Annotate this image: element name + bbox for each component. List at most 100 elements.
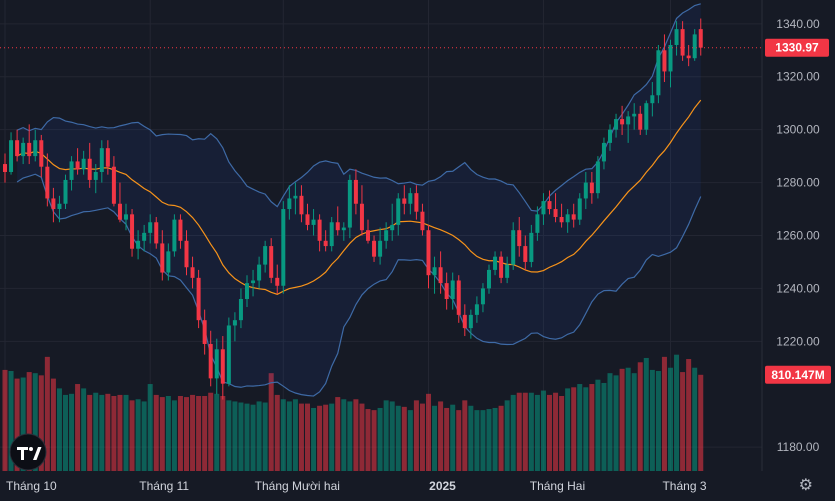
candle-body[interactable] xyxy=(9,140,14,172)
tradingview-logo[interactable] xyxy=(9,433,47,471)
candle-body[interactable] xyxy=(499,256,504,278)
candle-body[interactable] xyxy=(680,29,685,56)
candle-body[interactable] xyxy=(535,214,540,233)
candle-body[interactable] xyxy=(529,232,534,262)
candle-body[interactable] xyxy=(366,230,370,241)
candle-body[interactable] xyxy=(656,50,661,96)
candle-body[interactable] xyxy=(450,280,455,300)
candle-body[interactable] xyxy=(595,161,600,194)
candle-body[interactable] xyxy=(674,29,679,45)
candle-body[interactable] xyxy=(553,209,558,217)
candle-body[interactable] xyxy=(293,195,298,199)
candle-body[interactable] xyxy=(39,140,44,167)
candle-body[interactable] xyxy=(620,119,625,125)
candle-body[interactable] xyxy=(583,182,588,199)
candle-body[interactable] xyxy=(523,246,528,262)
candle-body[interactable] xyxy=(3,164,7,172)
candle-body[interactable] xyxy=(21,142,26,157)
candle-body[interactable] xyxy=(493,256,498,270)
candle-body[interactable] xyxy=(245,283,249,300)
candle-body[interactable] xyxy=(614,119,619,130)
candle-body[interactable] xyxy=(559,216,564,223)
candle-body[interactable] xyxy=(505,264,510,278)
candle-body[interactable] xyxy=(644,103,649,130)
candle-body[interactable] xyxy=(692,34,697,59)
candle-body[interactable] xyxy=(487,269,491,289)
candle-body[interactable] xyxy=(372,240,377,257)
candle-body[interactable] xyxy=(359,203,364,231)
candle-body[interactable] xyxy=(601,142,606,162)
candle-body[interactable] xyxy=(456,280,461,315)
candle-body[interactable] xyxy=(202,320,207,344)
candle-body[interactable] xyxy=(438,267,443,284)
candle-body[interactable] xyxy=(93,171,98,180)
candle-body[interactable] xyxy=(305,214,310,225)
candle-body[interactable] xyxy=(323,240,328,247)
candle-body[interactable] xyxy=(565,214,570,223)
candle-body[interactable] xyxy=(269,246,274,278)
candle-body[interactable] xyxy=(414,193,419,212)
candle-body[interactable] xyxy=(238,299,243,321)
candle-body[interactable] xyxy=(208,343,213,379)
candle-body[interactable] xyxy=(166,251,171,273)
candle-body[interactable] xyxy=(384,230,389,241)
candle-body[interactable] xyxy=(650,95,655,104)
candle-body[interactable] xyxy=(402,198,407,204)
candle-body[interactable] xyxy=(87,158,92,180)
candle-body[interactable] xyxy=(154,222,159,244)
candle-body[interactable] xyxy=(378,240,383,257)
candle-body[interactable] xyxy=(220,349,225,384)
candle-body[interactable] xyxy=(251,280,256,284)
candle-body[interactable] xyxy=(275,277,280,286)
candle-body[interactable] xyxy=(99,148,104,172)
candle-body[interactable] xyxy=(390,224,395,231)
candle-body[interactable] xyxy=(160,243,165,273)
candle-body[interactable] xyxy=(142,232,147,241)
candle-body[interactable] xyxy=(148,222,153,233)
candle-body[interactable] xyxy=(626,116,631,125)
candle-body[interactable] xyxy=(190,267,195,278)
candle-body[interactable] xyxy=(577,198,582,220)
candle-body[interactable] xyxy=(105,148,110,167)
candle-body[interactable] xyxy=(232,320,237,326)
settings-gear-icon[interactable]: ⚙ xyxy=(798,477,813,494)
candle-body[interactable] xyxy=(396,198,401,225)
candle-body[interactable] xyxy=(408,193,413,204)
candle-body[interactable] xyxy=(462,314,467,329)
candle-body[interactable] xyxy=(589,182,594,194)
candle-body[interactable] xyxy=(178,219,183,241)
candle-body[interactable] xyxy=(638,113,643,130)
candle-body[interactable] xyxy=(517,230,522,247)
candle-body[interactable] xyxy=(311,219,316,225)
candle-body[interactable] xyxy=(281,209,286,286)
time-axis[interactable]: Tháng 10 Tháng 11 Tháng Mười hai 2025 Tháng … xyxy=(6,479,707,493)
candle-body[interactable] xyxy=(329,222,334,247)
candle-body[interactable] xyxy=(172,219,177,252)
candle-body[interactable] xyxy=(335,222,340,231)
candle-body[interactable] xyxy=(432,267,437,276)
candle-body[interactable] xyxy=(263,246,268,265)
candle-body[interactable] xyxy=(420,211,425,231)
candle-body[interactable] xyxy=(257,264,262,281)
candle-body[interactable] xyxy=(287,198,292,210)
candle-body[interactable] xyxy=(547,201,552,210)
candlesticks[interactable] xyxy=(3,18,703,400)
candle-body[interactable] xyxy=(117,203,122,220)
candle-body[interactable] xyxy=(33,140,38,157)
candle-body[interactable] xyxy=(608,129,612,143)
candle-body[interactable] xyxy=(468,314,473,329)
candle-body[interactable] xyxy=(130,214,135,249)
candle-body[interactable] xyxy=(184,240,189,268)
candle-body[interactable] xyxy=(686,55,691,59)
candle-body[interactable] xyxy=(480,288,485,305)
candle-body[interactable] xyxy=(51,198,56,210)
candle-body[interactable] xyxy=(63,179,68,204)
candle-body[interactable] xyxy=(347,179,352,228)
candle-body[interactable] xyxy=(81,158,86,170)
candle-body[interactable] xyxy=(444,283,449,300)
candle-body[interactable] xyxy=(111,166,116,204)
candle-body[interactable] xyxy=(214,349,219,379)
candle-body[interactable] xyxy=(474,304,479,315)
candle-body[interactable] xyxy=(541,201,546,215)
